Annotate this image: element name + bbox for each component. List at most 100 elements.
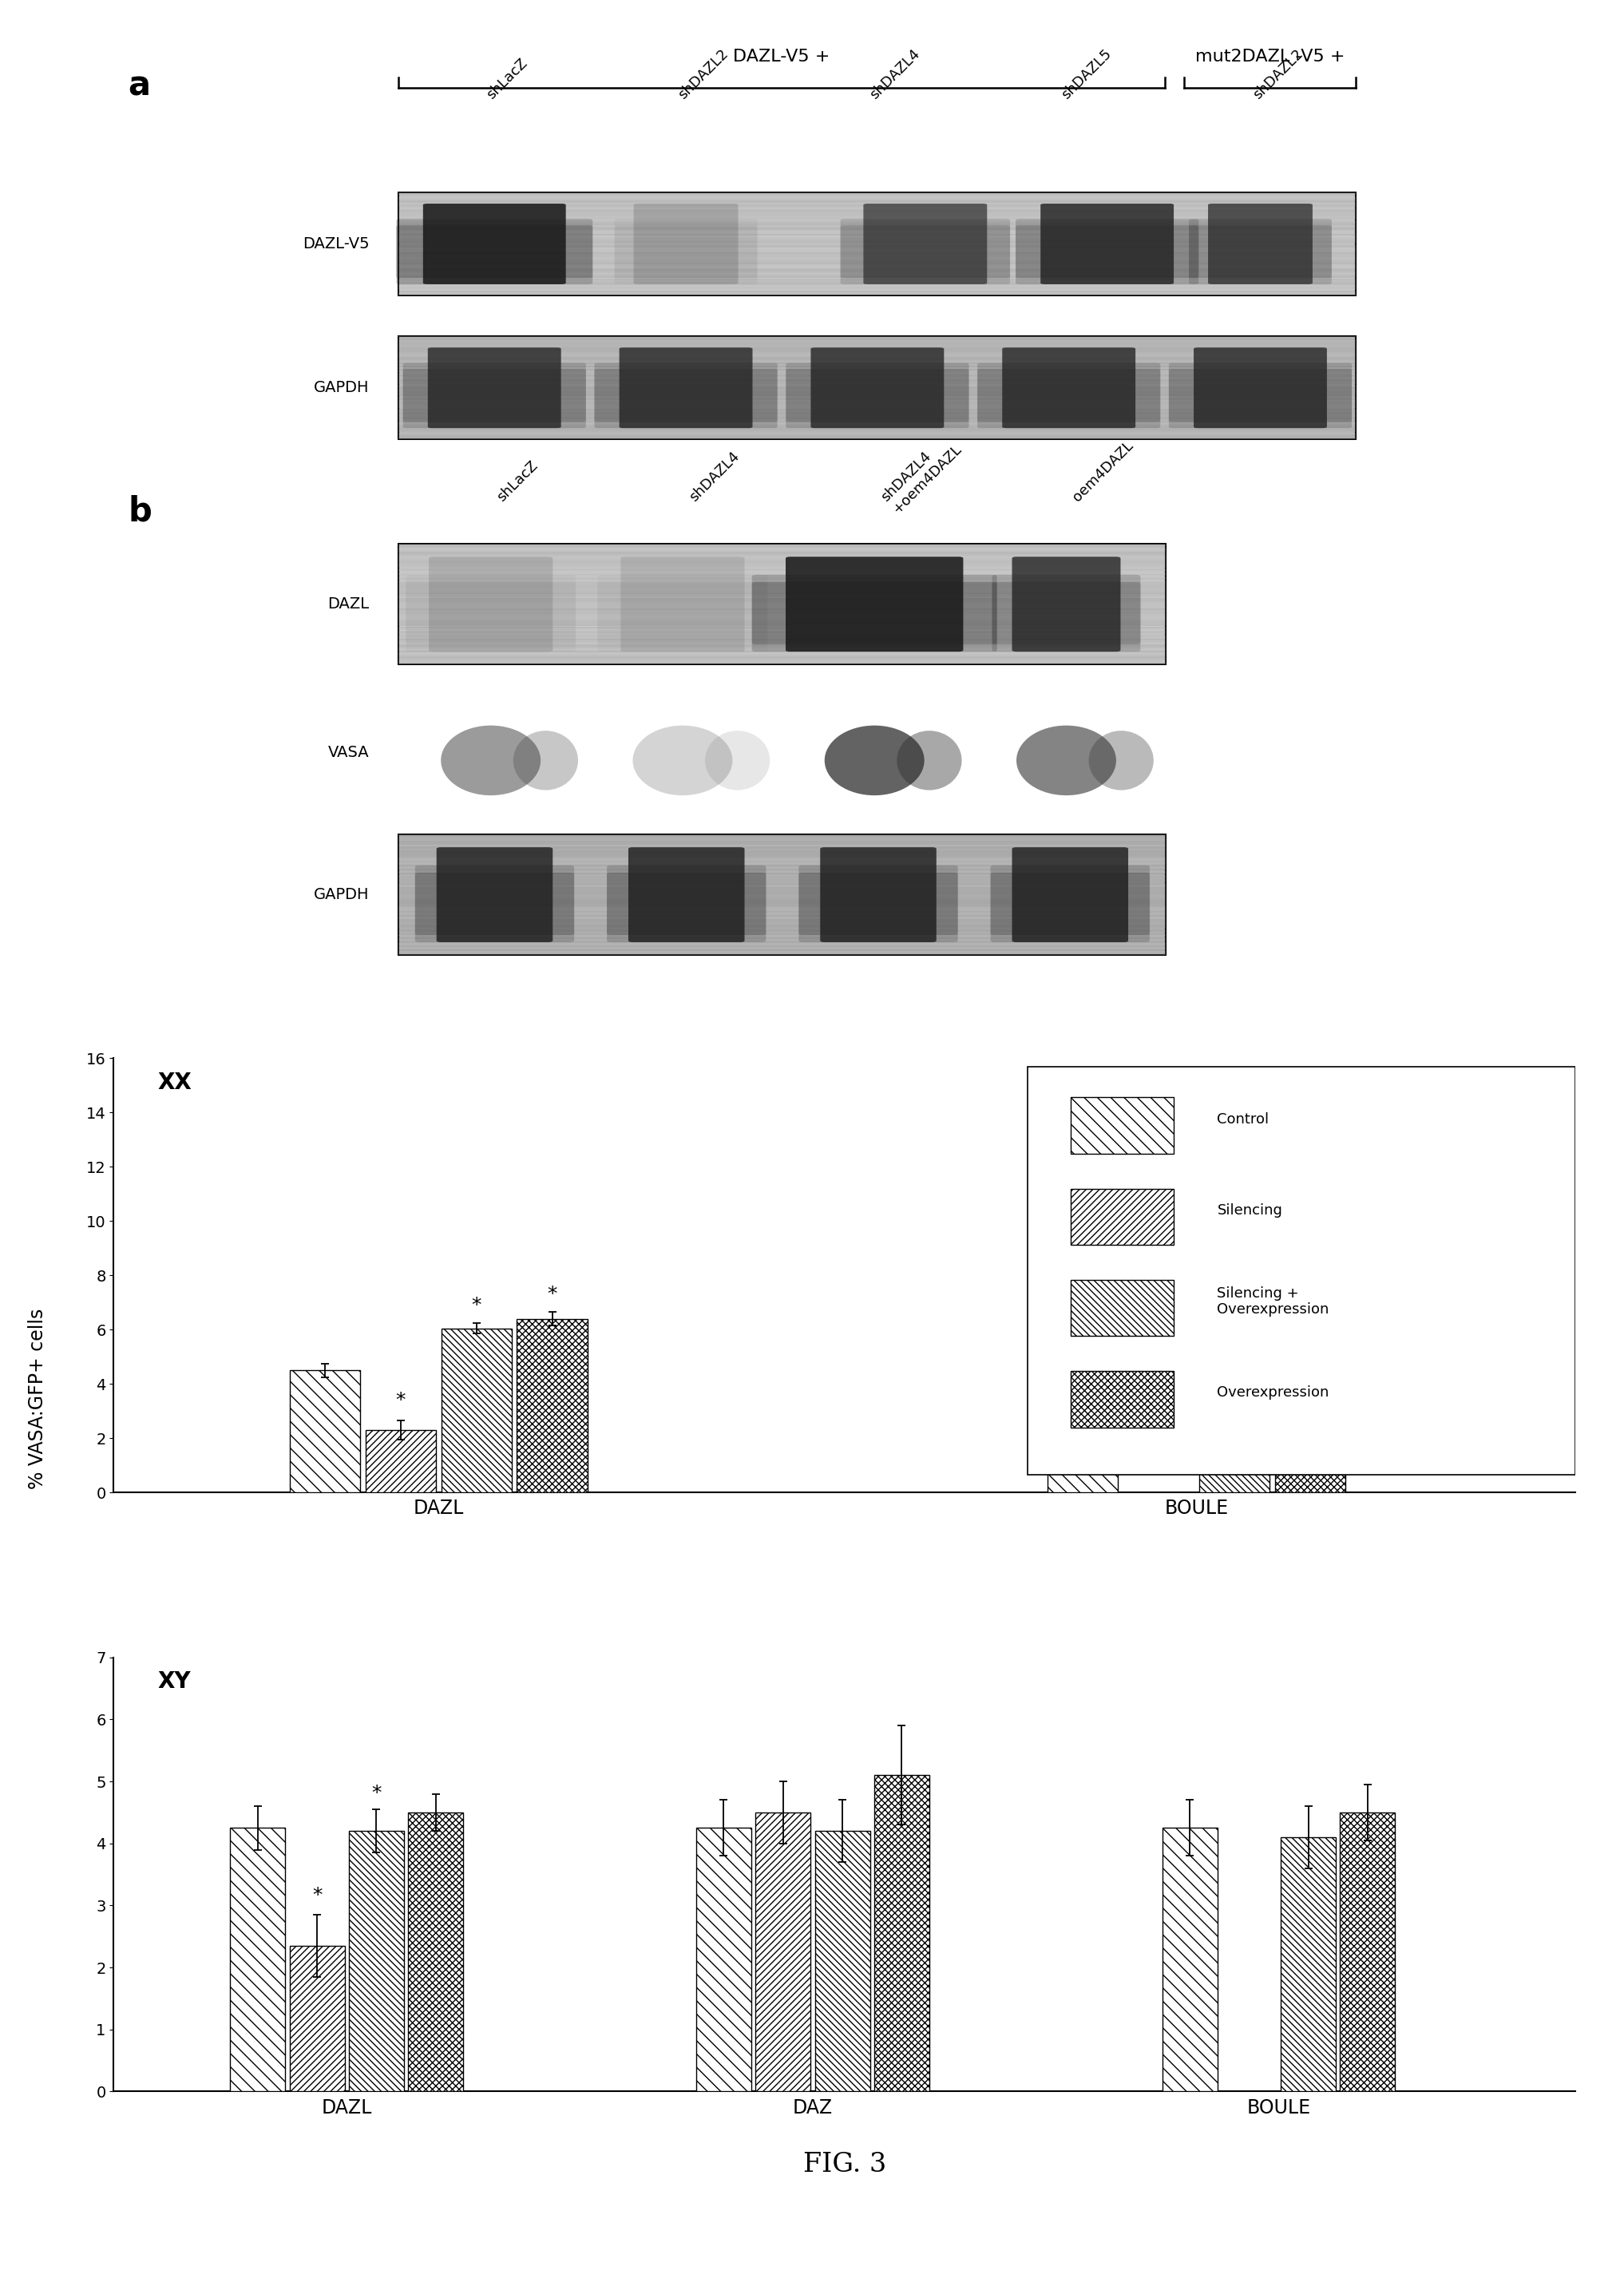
FancyBboxPatch shape <box>416 873 575 941</box>
Text: XY: XY <box>158 1671 190 1692</box>
FancyBboxPatch shape <box>429 557 552 653</box>
FancyBboxPatch shape <box>437 848 552 941</box>
FancyBboxPatch shape <box>594 368 778 428</box>
FancyBboxPatch shape <box>786 368 970 428</box>
Text: shDAZL4
+oem4DAZL: shDAZL4 +oem4DAZL <box>879 430 965 516</box>
Text: Silencing: Silencing <box>1218 1203 1283 1217</box>
Ellipse shape <box>440 725 541 796</box>
Bar <box>697 1828 752 2092</box>
Text: shDAZL5: shDAZL5 <box>1059 45 1114 102</box>
Ellipse shape <box>633 725 732 796</box>
Bar <box>365 1430 435 1492</box>
Text: *: * <box>1306 1105 1315 1126</box>
Text: VASA: VASA <box>328 744 370 760</box>
FancyBboxPatch shape <box>1012 557 1121 653</box>
Text: FIG. 3: FIG. 3 <box>802 2151 887 2178</box>
Text: shDAZL4: shDAZL4 <box>867 45 922 102</box>
FancyBboxPatch shape <box>992 582 1140 653</box>
FancyBboxPatch shape <box>799 866 958 935</box>
FancyBboxPatch shape <box>820 848 937 941</box>
FancyBboxPatch shape <box>992 575 1140 644</box>
Bar <box>349 1831 404 2092</box>
FancyBboxPatch shape <box>1041 205 1174 284</box>
Bar <box>442 1328 512 1492</box>
FancyBboxPatch shape <box>396 225 593 284</box>
FancyBboxPatch shape <box>786 557 963 653</box>
FancyBboxPatch shape <box>810 348 944 428</box>
Text: b: b <box>128 493 153 528</box>
Text: shDAZL4: shDAZL4 <box>687 450 742 505</box>
FancyBboxPatch shape <box>799 873 958 941</box>
FancyBboxPatch shape <box>1072 1098 1174 1153</box>
Text: XX: XX <box>158 1071 192 1094</box>
Text: *: * <box>372 1783 382 1803</box>
FancyBboxPatch shape <box>841 225 1010 284</box>
FancyBboxPatch shape <box>1208 205 1312 284</box>
Text: *: * <box>312 1885 322 1906</box>
FancyBboxPatch shape <box>978 368 1160 428</box>
Text: Silencing +
Overexpression: Silencing + Overexpression <box>1218 1285 1330 1317</box>
FancyBboxPatch shape <box>1194 348 1327 428</box>
FancyBboxPatch shape <box>400 835 1166 955</box>
FancyBboxPatch shape <box>752 575 997 644</box>
Bar <box>815 1831 870 2092</box>
FancyBboxPatch shape <box>1169 364 1351 423</box>
Ellipse shape <box>1088 730 1153 789</box>
FancyBboxPatch shape <box>864 205 987 284</box>
FancyBboxPatch shape <box>1015 225 1199 284</box>
Text: shDAZL2: shDAZL2 <box>676 45 731 102</box>
FancyBboxPatch shape <box>1072 1371 1174 1428</box>
Bar <box>1163 1828 1218 2092</box>
Text: *: * <box>396 1389 406 1410</box>
Ellipse shape <box>896 730 961 789</box>
Text: DAZL-V5 +: DAZL-V5 + <box>732 50 830 66</box>
Text: DAZL: DAZL <box>328 596 370 612</box>
Bar <box>874 1776 929 2092</box>
FancyBboxPatch shape <box>614 225 757 284</box>
FancyBboxPatch shape <box>396 218 593 277</box>
Bar <box>408 1812 463 2092</box>
Text: shLacZ: shLacZ <box>484 57 531 102</box>
Bar <box>289 1947 344 2092</box>
FancyBboxPatch shape <box>633 205 739 284</box>
Text: shLacZ: shLacZ <box>495 459 541 505</box>
Text: oem4DAZL: oem4DAZL <box>1070 439 1137 505</box>
FancyBboxPatch shape <box>752 582 997 653</box>
FancyBboxPatch shape <box>1012 848 1129 941</box>
FancyBboxPatch shape <box>991 866 1150 935</box>
Text: GAPDH: GAPDH <box>313 380 370 396</box>
Bar <box>289 1371 361 1492</box>
FancyBboxPatch shape <box>594 364 778 423</box>
FancyBboxPatch shape <box>841 218 1010 277</box>
FancyBboxPatch shape <box>1189 218 1332 277</box>
Text: DAZL-V5: DAZL-V5 <box>302 236 370 252</box>
FancyBboxPatch shape <box>1072 1189 1174 1244</box>
Text: *: * <box>547 1285 557 1303</box>
FancyBboxPatch shape <box>416 866 575 935</box>
FancyBboxPatch shape <box>400 193 1356 296</box>
FancyBboxPatch shape <box>786 364 970 423</box>
FancyBboxPatch shape <box>1169 368 1351 428</box>
Bar <box>1047 1371 1117 1492</box>
Ellipse shape <box>513 730 578 789</box>
Text: GAPDH: GAPDH <box>313 887 370 903</box>
Text: a: a <box>128 68 151 102</box>
Ellipse shape <box>1017 725 1116 796</box>
Bar <box>231 1828 286 2092</box>
Bar <box>516 1319 588 1492</box>
FancyBboxPatch shape <box>400 543 1166 664</box>
Text: % VASA:GFP+ cells: % VASA:GFP+ cells <box>28 1308 47 1489</box>
FancyBboxPatch shape <box>607 873 767 941</box>
Bar <box>1340 1812 1395 2092</box>
FancyBboxPatch shape <box>1189 225 1332 284</box>
Bar <box>1281 1837 1337 2092</box>
Ellipse shape <box>825 725 924 796</box>
FancyBboxPatch shape <box>991 873 1150 941</box>
FancyBboxPatch shape <box>1015 218 1199 277</box>
FancyBboxPatch shape <box>978 364 1160 423</box>
Bar <box>1199 1371 1270 1492</box>
Bar <box>755 1812 810 2092</box>
Bar <box>1275 1153 1345 1492</box>
Text: Control: Control <box>1218 1112 1270 1126</box>
FancyBboxPatch shape <box>619 348 752 428</box>
